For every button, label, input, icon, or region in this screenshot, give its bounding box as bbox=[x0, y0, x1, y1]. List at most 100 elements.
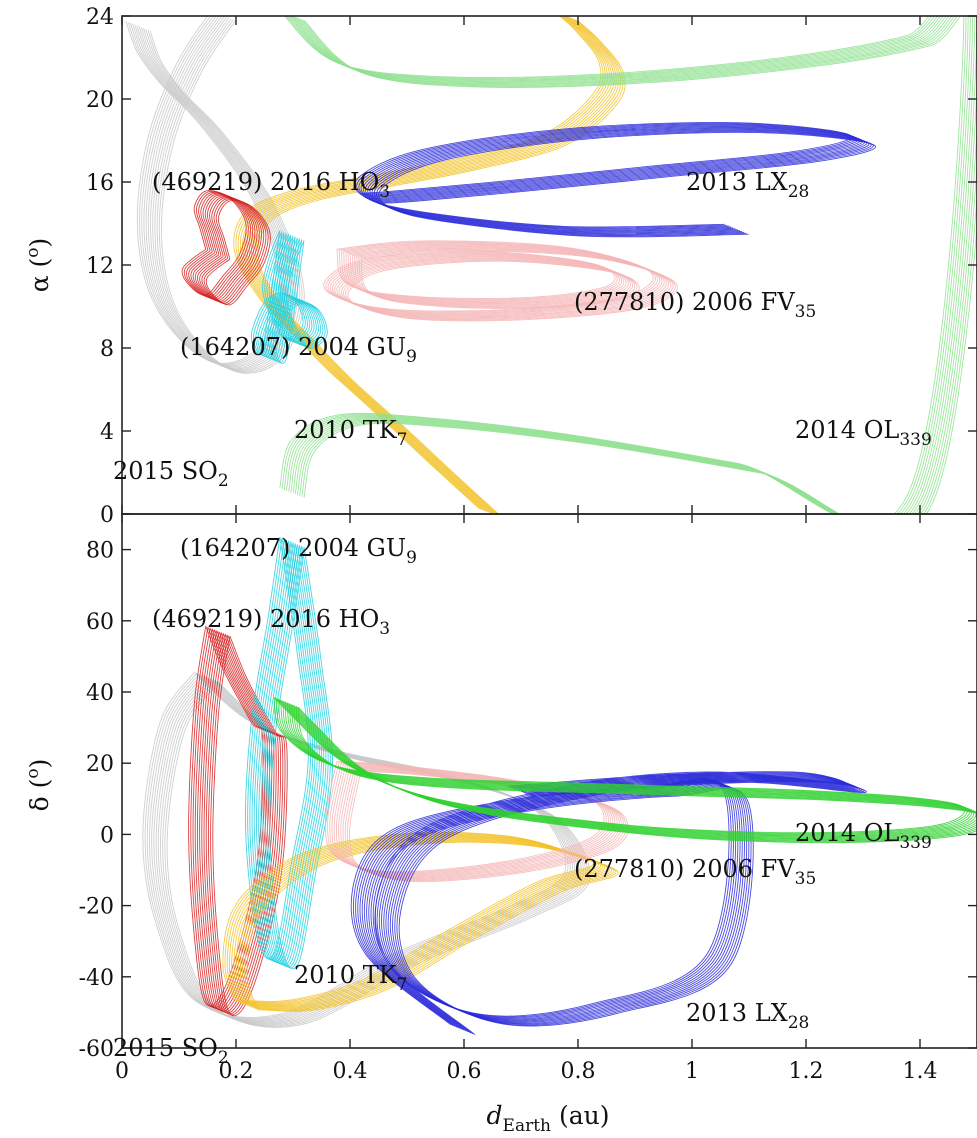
top-annotations: (469219) 2016 HO3 2013 LX28 (277810) 200… bbox=[113, 168, 932, 491]
orbit-strand bbox=[283, 16, 969, 514]
top-orbit-curves bbox=[125, 16, 977, 514]
orbit-strand bbox=[297, 706, 977, 844]
orbit-strand bbox=[257, 233, 311, 357]
orbit-strand bbox=[260, 543, 325, 966]
top-y-ticks: 0 4 8 12 16 20 24 bbox=[86, 5, 977, 528]
y-tick-label: -40 bbox=[79, 966, 114, 991]
orbit-strand bbox=[352, 772, 845, 1027]
orbit-strand bbox=[199, 197, 265, 303]
orbit-strand bbox=[258, 542, 322, 965]
label-2010-tk7-top: 2010 TK7 bbox=[294, 416, 407, 450]
orbit-strand bbox=[147, 19, 303, 373]
label-2015-so2-bottom: 2015 SO2 bbox=[113, 1034, 229, 1068]
label-2016-ho3-bottom: (469219) 2016 HO3 bbox=[152, 605, 390, 639]
orbit-strand bbox=[281, 16, 967, 514]
label-2004-gu9-top: (164207) 2004 GU9 bbox=[180, 333, 417, 367]
orbit-strand bbox=[186, 191, 251, 298]
orbit-strand bbox=[373, 130, 872, 236]
orbit-strand bbox=[194, 195, 260, 301]
orbit-strand bbox=[335, 765, 616, 877]
orbit-strand bbox=[259, 233, 313, 358]
orbit-strand bbox=[366, 777, 858, 1032]
series-164207-2004-gu9 bbox=[250, 230, 328, 364]
bottom-orbit-curves bbox=[142, 537, 977, 1036]
orbit-strand bbox=[125, 16, 281, 364]
y-tick-label: -60 bbox=[79, 1037, 114, 1062]
label-2006-fv35-bottom: (277810) 2006 FV35 bbox=[574, 855, 816, 889]
label-2006-fv35-top: (277810) 2006 FV35 bbox=[574, 288, 816, 322]
orbit-strand bbox=[149, 20, 305, 374]
orbit-strand bbox=[362, 125, 861, 232]
series-2014-ol339 bbox=[273, 696, 977, 844]
orbit-strand bbox=[250, 17, 620, 514]
orbit-strand bbox=[242, 16, 611, 513]
orbit-strand bbox=[244, 16, 613, 514]
series-277810-2006-fv35 bbox=[324, 760, 629, 883]
orbit-strand bbox=[134, 16, 290, 368]
orbit-strand bbox=[237, 16, 606, 511]
label-2016-ho3-top: (469219) 2016 HO3 bbox=[152, 168, 390, 202]
y-tick-label: 24 bbox=[86, 5, 114, 30]
orbit-strand bbox=[354, 122, 852, 228]
orbit-strand bbox=[248, 16, 617, 514]
orbit-strand bbox=[127, 16, 283, 365]
orbit-strand bbox=[290, 16, 976, 514]
orbit-strand bbox=[261, 234, 315, 359]
x-tick-label: 0 bbox=[115, 1059, 129, 1084]
y-tick-label: 12 bbox=[86, 254, 114, 279]
orbit-strand bbox=[255, 232, 308, 356]
orbit-strand bbox=[367, 127, 866, 233]
orbit-strand bbox=[340, 767, 620, 879]
orbit-strand bbox=[333, 764, 614, 876]
y-tick-label: 80 bbox=[86, 539, 114, 564]
orbit-strand bbox=[197, 196, 262, 302]
orbit-strand bbox=[347, 250, 678, 322]
orbit-strand bbox=[136, 16, 292, 369]
x-axis-label: dEarth (au) bbox=[487, 1101, 610, 1136]
series-164207-2004-gu9 bbox=[244, 537, 333, 970]
orbit-strand bbox=[294, 16, 977, 514]
x-tick-label: 1.2 bbox=[789, 1059, 824, 1084]
orbit-strand bbox=[183, 191, 249, 297]
bottom-y-axis-label: δ (o) bbox=[23, 759, 54, 812]
orbit-strand bbox=[233, 16, 602, 509]
orbit-strand bbox=[145, 18, 301, 372]
orbit-strand bbox=[361, 775, 854, 1030]
orbit-strand bbox=[359, 774, 852, 1029]
bottom-annotations: (164207) 2004 GU9 (469219) 2016 HO3 2014… bbox=[113, 534, 932, 1068]
orbit-strand bbox=[285, 16, 971, 514]
orbit-strand bbox=[264, 235, 317, 360]
bottom-x-ticks: 0 0.2 0.4 0.6 0.8 1 1.2 1.4 bbox=[115, 514, 938, 1084]
orbit-strand bbox=[140, 16, 296, 371]
orbit-strand bbox=[257, 20, 626, 514]
orbit-strand bbox=[378, 131, 877, 238]
orbit-strand bbox=[356, 122, 855, 229]
label-2015-so2-top: 2015 SO2 bbox=[113, 457, 229, 491]
orbit-strand bbox=[190, 193, 256, 300]
y-tick-label: -20 bbox=[79, 895, 114, 920]
orbit-strand bbox=[253, 231, 306, 355]
orbit-strand bbox=[262, 544, 327, 967]
y-tick-label: 0 bbox=[100, 503, 114, 528]
series-2013-lx28 bbox=[354, 122, 877, 238]
orbit-strand bbox=[374, 781, 867, 1036]
orbit-strand bbox=[363, 776, 856, 1031]
orbit-strand bbox=[272, 239, 326, 364]
orbit-strand bbox=[376, 131, 874, 237]
orbit-strand bbox=[342, 768, 622, 880]
orbit-strand bbox=[192, 194, 258, 300]
orbit-strand bbox=[350, 771, 843, 1026]
bottom-panel-frame bbox=[121, 513, 977, 1049]
top-panel: 0 4 8 12 16 20 24 α (o) (469219) 2016 HO3 2013… bbox=[23, 5, 977, 528]
orbit-strand bbox=[372, 780, 865, 1035]
y-tick-label: 16 bbox=[86, 171, 114, 196]
orbit-strand bbox=[296, 16, 977, 514]
x-tick-label: 0.2 bbox=[219, 1059, 254, 1084]
y-tick-label: 8 bbox=[100, 337, 114, 362]
orbit-strand bbox=[268, 237, 322, 362]
series-469219-2016-ho3 bbox=[181, 190, 271, 306]
orbit-strand bbox=[239, 16, 609, 512]
orbit-strand bbox=[138, 16, 294, 370]
